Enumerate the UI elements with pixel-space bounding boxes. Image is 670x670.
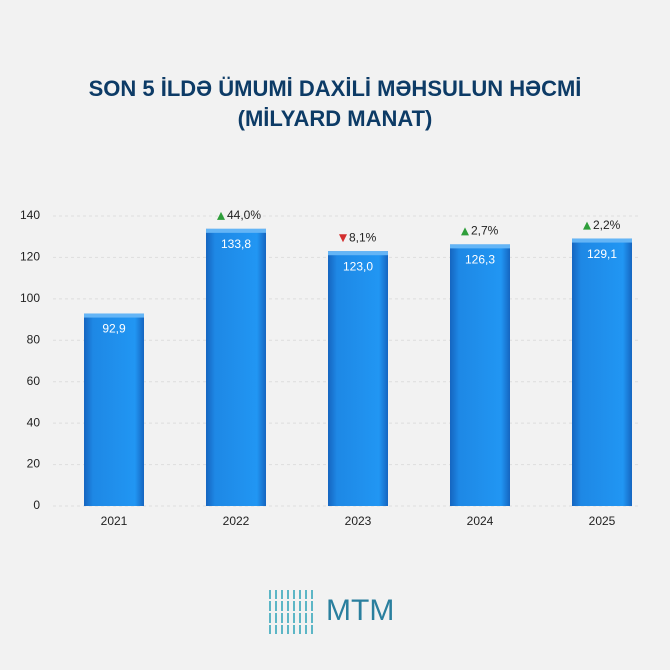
change-label: 44,0% — [227, 208, 261, 222]
value-label: 92,9 — [102, 322, 126, 336]
y-tick-label: 120 — [20, 250, 40, 264]
bar — [572, 238, 632, 507]
value-label: 123,0 — [343, 259, 373, 273]
change-arrow — [461, 227, 469, 236]
change-label: 2,2% — [593, 218, 621, 232]
bar-cap — [450, 244, 510, 249]
bar-cap — [572, 238, 632, 243]
change-label: 2,7% — [471, 224, 499, 238]
bar-cap — [84, 313, 144, 318]
x-tick-label: 2022 — [223, 514, 250, 528]
y-tick-label: 20 — [27, 457, 41, 471]
y-tick-label: 140 — [20, 208, 40, 222]
value-label: 126,3 — [465, 253, 495, 267]
x-tick-label: 2025 — [589, 514, 616, 528]
y-tick-label: 0 — [33, 498, 40, 512]
x-tick-label: 2024 — [467, 514, 494, 528]
value-label: 133,8 — [221, 237, 251, 251]
bar — [206, 228, 266, 507]
bar — [84, 313, 144, 506]
x-tick-label: 2023 — [345, 514, 372, 528]
x-tick-label: 2021 — [101, 514, 128, 528]
y-tick-label: 80 — [27, 332, 41, 346]
chart-subtitle: (MİLYARD MANAT) — [238, 106, 433, 131]
y-tick-label: 40 — [27, 415, 41, 429]
y-tick-label: 100 — [20, 291, 40, 305]
change-arrow — [583, 221, 591, 230]
bar-cap — [328, 251, 388, 256]
chart-title: SON 5 İLDƏ ÜMUMİ DAXİLİ MƏHSULUN HƏCMİ — [89, 76, 582, 101]
change-arrow — [217, 211, 225, 220]
value-label: 129,1 — [587, 247, 617, 261]
bar — [328, 251, 388, 506]
change-label: 8,1% — [349, 230, 377, 244]
logo-text: MTM — [326, 594, 394, 627]
bar-cap — [206, 228, 266, 233]
y-tick-label: 60 — [27, 374, 41, 388]
change-arrow — [339, 234, 347, 243]
bar — [450, 244, 510, 506]
logo-icon — [266, 590, 316, 634]
